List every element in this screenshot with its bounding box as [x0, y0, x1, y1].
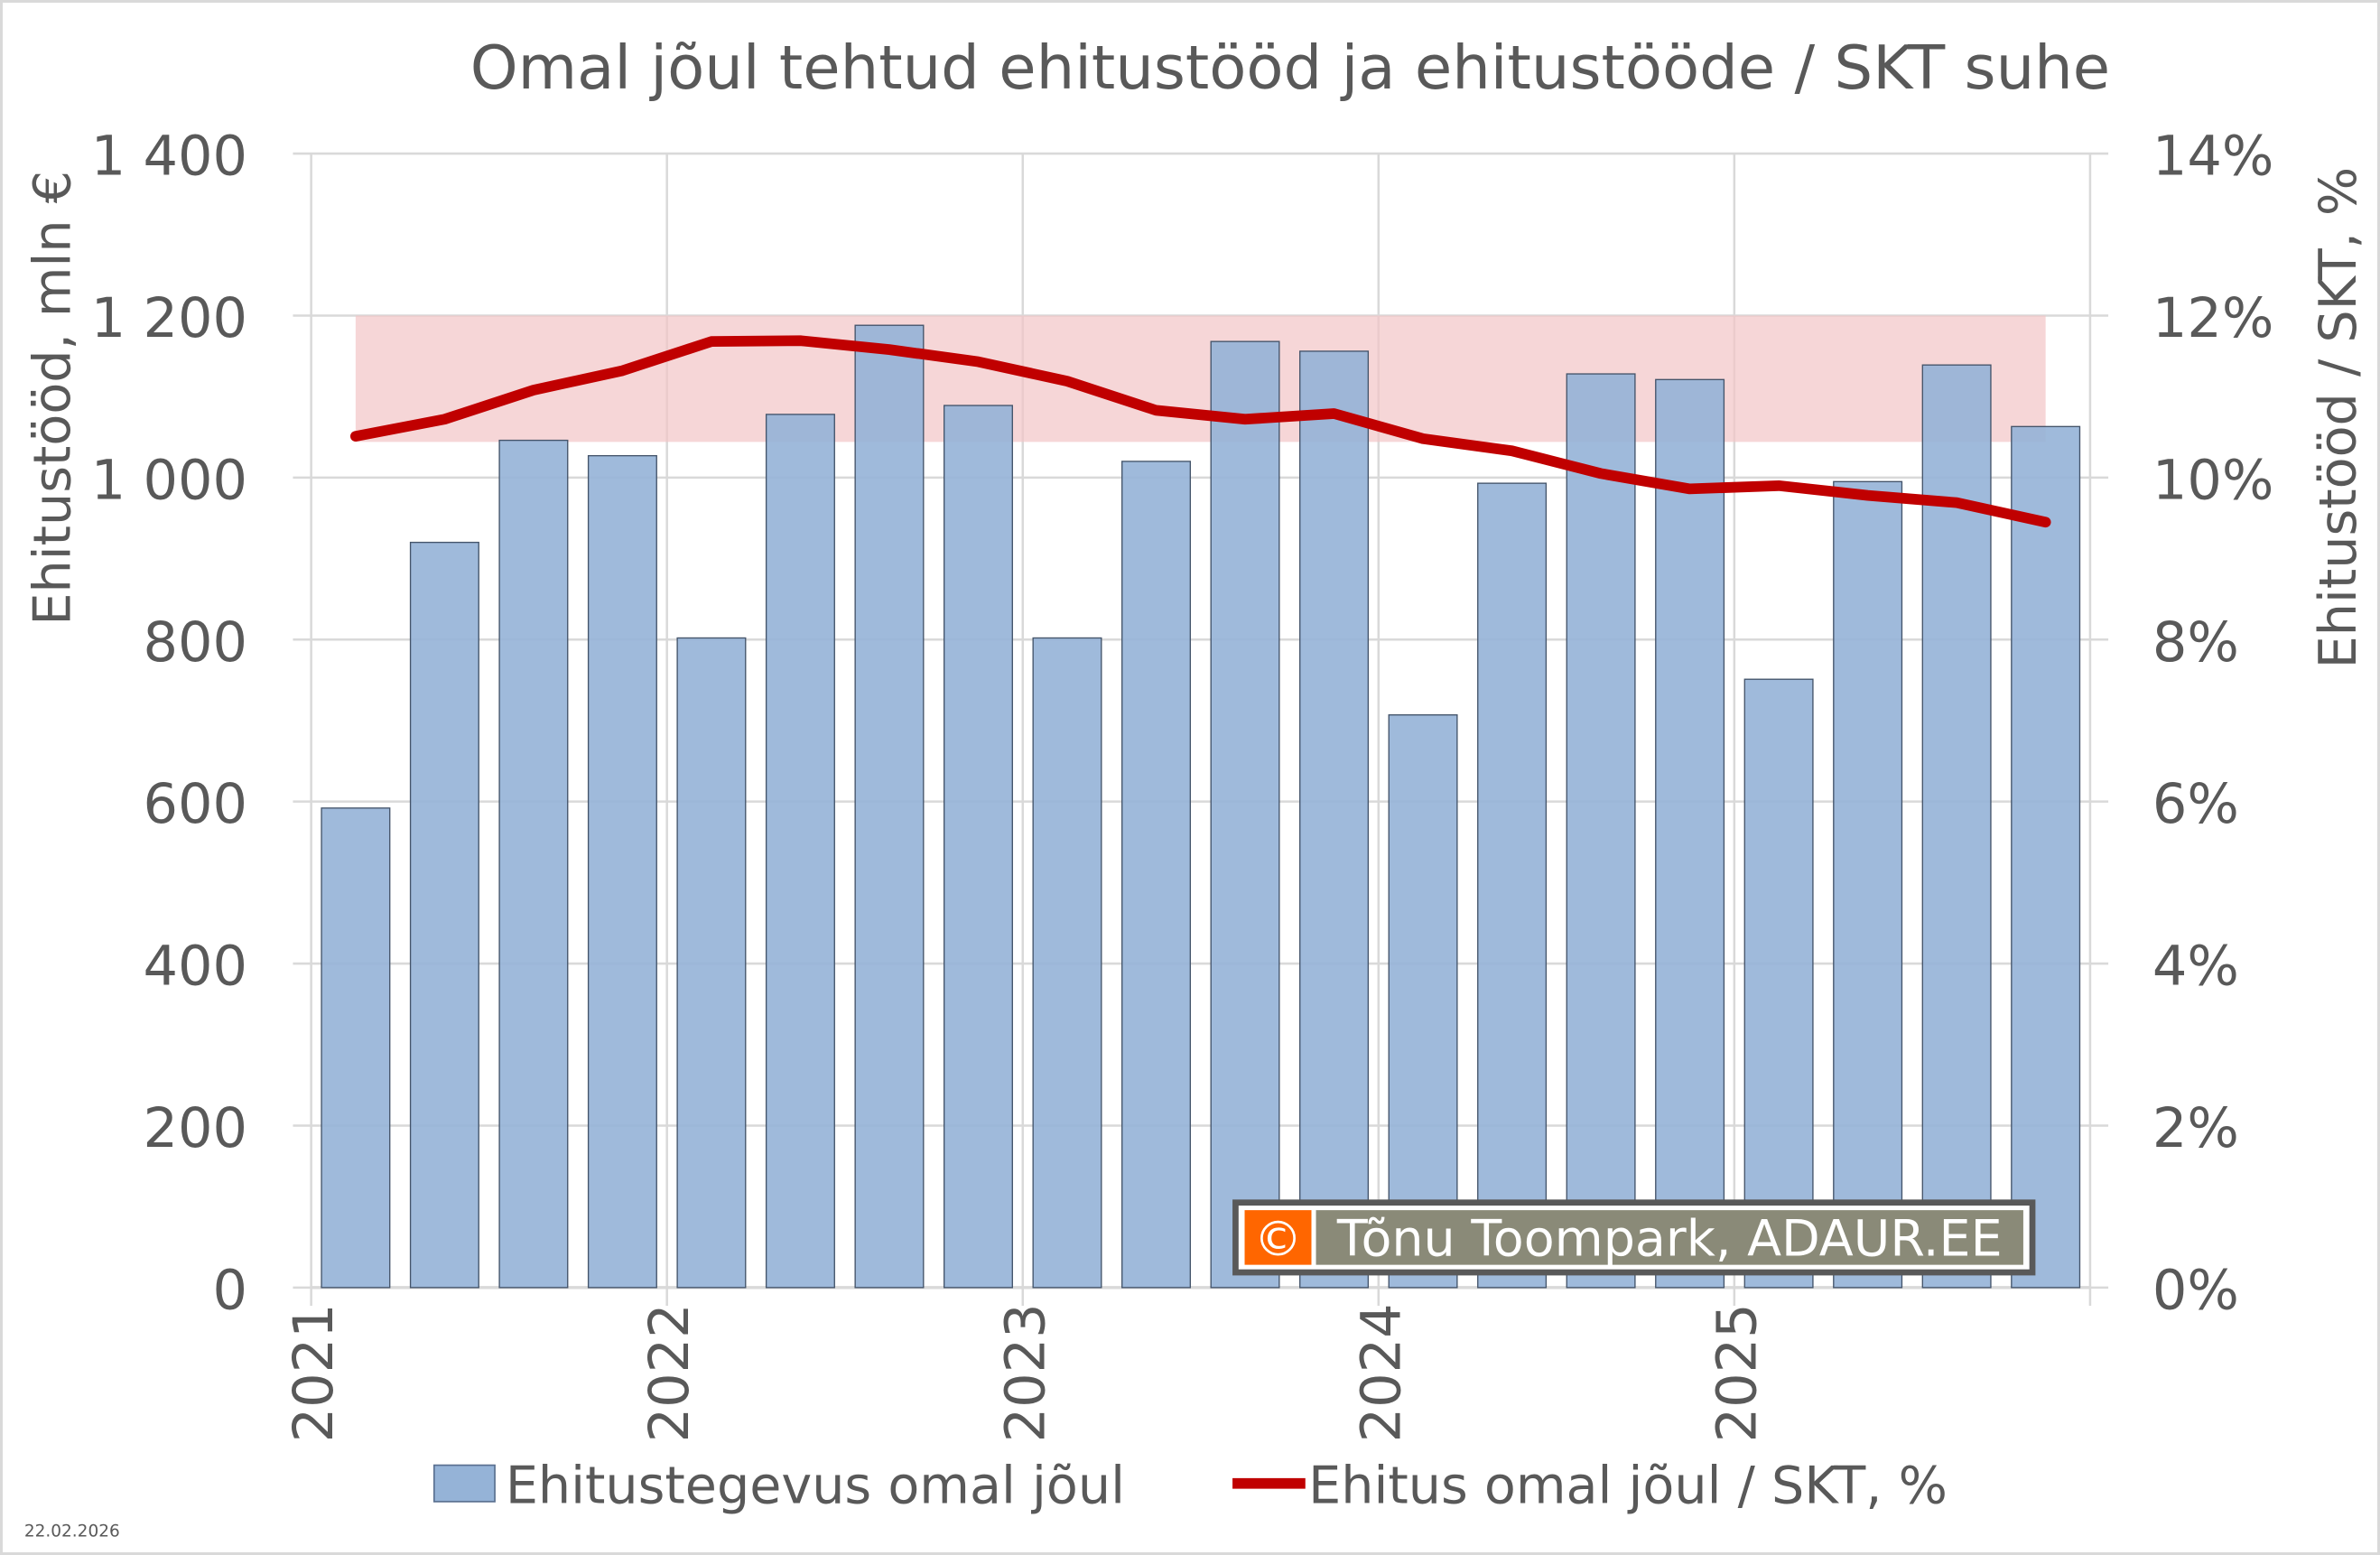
- y2-tick-label: 8%: [2152, 611, 2239, 675]
- x-axis-ticks: 2021 2022 2023 2024 2025: [283, 1303, 1769, 1442]
- bar: [1655, 378, 1725, 1289]
- y-tick-label: 0: [213, 1259, 248, 1322]
- y2-tick-label: 0%: [2152, 1259, 2239, 1322]
- legend-label-line: Ehitus omal jõul / SKT, %: [1308, 1457, 1948, 1516]
- y2-tick-label: 4%: [2152, 936, 2239, 999]
- legend-label-bar: Ehitustegevus omal jõul: [506, 1457, 1125, 1516]
- bar: [1121, 461, 1192, 1289]
- y2-axis-label: Ehitustööd / SKT, %: [2309, 167, 2368, 669]
- y2-tick-label: 2%: [2152, 1097, 2239, 1160]
- bar: [1477, 482, 1548, 1289]
- bar: [854, 324, 925, 1289]
- bar: [1743, 678, 1814, 1289]
- y-axis-left-ticks: 0 200 400 600 800 1 000 1 200 1 400: [91, 126, 247, 1323]
- y-tick-label: 400: [144, 936, 248, 999]
- bar: [587, 454, 657, 1289]
- bar: [1032, 637, 1102, 1289]
- line-path: [350, 335, 2051, 528]
- y2-tick-label: 10%: [2152, 449, 2274, 512]
- y-axis-right-ticks: 0% 2% 4% 6% 8% 10% 12% 14%: [2152, 126, 2274, 1323]
- legend-swatch-bar: [432, 1464, 496, 1503]
- y-tick-label: 1 200: [91, 287, 247, 350]
- highlight-band-rect: [355, 315, 2046, 442]
- line-series: [350, 335, 2051, 528]
- bar: [321, 807, 391, 1289]
- bar: [1388, 714, 1458, 1289]
- copyright-icon: ©: [1254, 1211, 1303, 1268]
- date-stamp: 22.02.2026: [24, 1522, 120, 1541]
- highlight-band: [355, 315, 2046, 442]
- x-tick-label: 2023: [994, 1303, 1057, 1442]
- bar: [943, 405, 1013, 1289]
- bar: [1210, 340, 1280, 1289]
- y-tick-label: 600: [144, 773, 248, 836]
- bar: [1299, 350, 1370, 1289]
- x-tick-label: 2025: [1706, 1303, 1769, 1442]
- x-tick-label: 2024: [1350, 1303, 1413, 1442]
- y2-tick-label: 14%: [2152, 126, 2274, 189]
- x-tick-label: 2022: [638, 1303, 702, 1442]
- bar: [765, 414, 835, 1289]
- x-tick-label: 2021: [283, 1303, 346, 1442]
- bar: [2011, 425, 2081, 1289]
- chart-title: Omal jõul tehtud ehitustööd ja ehitustöö…: [470, 33, 2110, 103]
- y-tick-label: 1 400: [91, 126, 247, 189]
- bar: [498, 439, 569, 1289]
- y-axis-label: Ehitustööd, mln €: [23, 171, 82, 626]
- legend: Ehitustegevus omal jõul Ehitus omal jõul…: [432, 1457, 1948, 1516]
- bar: [1833, 480, 1903, 1289]
- y-tick-label: 200: [144, 1097, 248, 1160]
- y2-tick-label: 12%: [2152, 287, 2274, 350]
- bar: [1566, 373, 1636, 1289]
- bar-series: [321, 324, 2081, 1289]
- y2-tick-label: 6%: [2152, 773, 2239, 836]
- watermark-text: Tõnu Toompark, ADAUR.EE: [1336, 1211, 2003, 1269]
- watermark: © Tõnu Toompark, ADAUR.EE: [1232, 1199, 2036, 1276]
- y-tick-label: 1 000: [91, 449, 247, 512]
- bar: [1921, 364, 1992, 1289]
- bar: [409, 541, 479, 1289]
- bar: [676, 637, 747, 1289]
- y-tick-label: 800: [144, 611, 248, 675]
